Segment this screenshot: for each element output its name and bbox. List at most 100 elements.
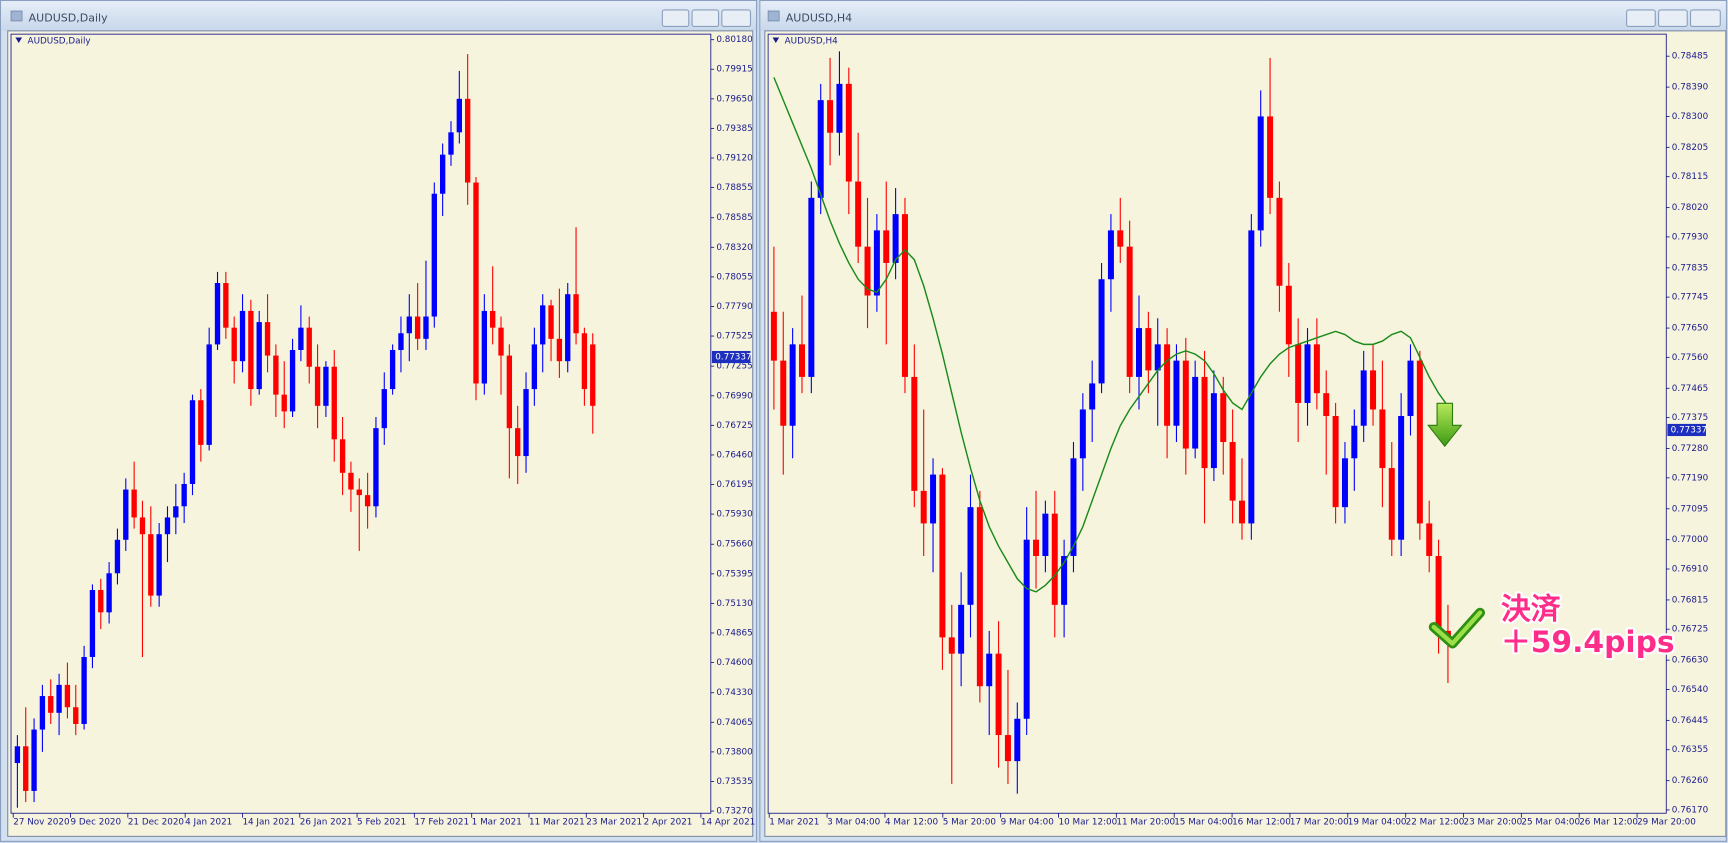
chart-menu-triangle xyxy=(772,37,780,43)
y-tick-label: 0.79650 xyxy=(716,94,753,104)
chart-label: AUDUSD,Daily xyxy=(28,36,91,46)
candle-body xyxy=(206,344,212,445)
sell-arrow-icon xyxy=(1427,402,1463,448)
x-tick-label: 5 Feb 2021 xyxy=(357,818,406,828)
candle-body xyxy=(298,327,304,351)
candle-body xyxy=(1285,285,1292,345)
x-tick-label: 2 Apr 2021 xyxy=(644,818,693,828)
minimize-button[interactable] xyxy=(1626,9,1656,27)
candle-body xyxy=(1192,376,1199,449)
candle-body xyxy=(481,310,488,384)
candle-body xyxy=(439,154,446,194)
minimize-button[interactable] xyxy=(661,9,690,27)
y-tick-label: 0.78055 xyxy=(716,272,752,282)
close-button[interactable] xyxy=(1689,9,1721,27)
candle-body xyxy=(181,483,187,507)
candle-body xyxy=(448,132,454,155)
candle-body xyxy=(770,311,777,361)
x-tick-label: 4 Jan 2021 xyxy=(185,818,232,828)
candle-body xyxy=(198,400,204,445)
title-bar xyxy=(1,1,756,31)
candle-body xyxy=(1079,409,1086,459)
candle-body xyxy=(398,333,404,351)
candle-body xyxy=(373,428,379,507)
candle-body xyxy=(1267,116,1274,198)
candle-body xyxy=(464,98,471,183)
candle-body xyxy=(273,355,279,395)
candle-body xyxy=(1295,344,1302,403)
candle-body xyxy=(1089,383,1096,410)
candle-body xyxy=(780,360,787,426)
candle-body xyxy=(548,305,554,339)
candle-body xyxy=(1398,415,1405,540)
y-tick-label: 0.75660 xyxy=(716,540,753,550)
current-price-box xyxy=(711,350,751,364)
candle-body xyxy=(164,517,171,535)
candle-body xyxy=(836,83,843,133)
close-button[interactable] xyxy=(721,9,752,27)
candle-body xyxy=(1304,344,1311,403)
maximize-button[interactable] xyxy=(1658,9,1688,27)
current-price-box xyxy=(1667,423,1706,437)
y-tick-label: 0.77280 xyxy=(1672,444,1709,454)
candle-body xyxy=(958,604,965,654)
candle-body xyxy=(364,495,371,507)
candle-body xyxy=(1407,360,1414,416)
candle-body xyxy=(1276,197,1283,286)
candle-body xyxy=(1435,555,1442,631)
y-tick-label: 0.78205 xyxy=(1672,143,1708,153)
candle-body xyxy=(1145,328,1152,371)
candle-body xyxy=(248,310,254,390)
x-tick-label: 9 Dec 2020 xyxy=(71,818,122,828)
candle-body xyxy=(1173,360,1180,426)
candle-body xyxy=(930,474,937,524)
candle-body xyxy=(1238,500,1245,524)
window-title: AUDUSD,Daily xyxy=(29,12,108,25)
y-tick-label: 0.76460 xyxy=(716,450,753,460)
candle-body xyxy=(414,316,421,339)
candle-body xyxy=(515,428,521,457)
x-tick-label: 26 Mar 12:00 xyxy=(1579,818,1638,828)
plot-frame xyxy=(767,33,1667,814)
candle-body xyxy=(264,322,271,356)
y-tick-label: 0.75395 xyxy=(716,569,752,579)
candle-body xyxy=(473,182,479,384)
candle-body xyxy=(565,294,571,362)
y-tick-label: 0.78390 xyxy=(1672,83,1709,93)
candle-body xyxy=(556,338,563,362)
maximize-button[interactable] xyxy=(691,9,720,27)
y-tick-label: 0.77790 xyxy=(716,302,753,312)
candle-body xyxy=(883,230,890,263)
candle-body xyxy=(231,327,237,362)
y-tick-label: 0.76725 xyxy=(716,421,752,431)
y-tick-label: 0.77000 xyxy=(1672,535,1709,545)
candle-body xyxy=(339,439,346,473)
y-tick-label: 0.75130 xyxy=(716,599,753,609)
candle-body xyxy=(817,100,824,198)
candle-body xyxy=(920,490,927,524)
candle-body xyxy=(581,333,588,390)
candle-body xyxy=(48,696,54,713)
y-tick-label: 0.76910 xyxy=(1672,565,1709,575)
candle-body xyxy=(798,344,805,377)
x-tick-label: 26 Jan 2021 xyxy=(300,818,353,828)
candle-body xyxy=(1033,539,1040,556)
y-tick-label: 0.77465 xyxy=(1672,384,1708,394)
y-tick-label: 0.76815 xyxy=(1672,595,1708,605)
candle-body xyxy=(23,746,29,791)
candle-body xyxy=(967,507,974,605)
candle-body xyxy=(81,656,87,724)
x-tick-label: 19 Mar 04:00 xyxy=(1348,818,1407,828)
candle-body xyxy=(590,344,596,406)
candle-body xyxy=(381,389,387,429)
window-icon xyxy=(10,10,23,22)
candle-body xyxy=(1220,393,1227,443)
y-tick-label: 0.76195 xyxy=(716,480,752,490)
y-tick-label: 0.79385 xyxy=(716,124,752,134)
candle-body xyxy=(189,400,196,484)
candle-body xyxy=(173,506,179,518)
candle-body xyxy=(1341,458,1348,508)
candle-body xyxy=(873,230,880,296)
candle-body xyxy=(498,327,504,356)
